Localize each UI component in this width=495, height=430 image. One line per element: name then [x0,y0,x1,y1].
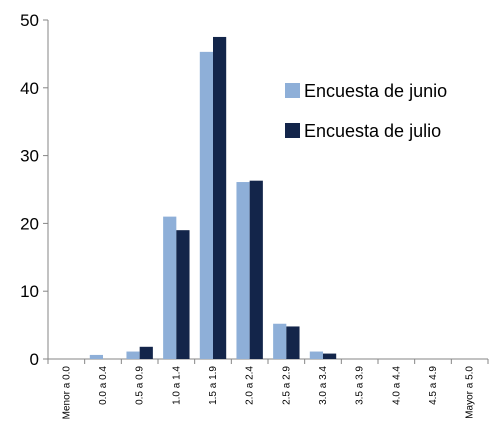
y-tick-label: 40 [20,79,39,98]
bar-june [163,216,177,359]
y-tick-label: 10 [20,282,39,301]
bar-july [213,36,227,359]
bar-july [323,353,337,359]
bar-july [176,230,190,359]
bar-june [199,51,213,360]
x-tick-label: 0.5 a 0.9 [135,366,146,405]
bar-june [236,182,250,359]
y-axis: 0 10 20 30 40 50 [20,11,49,369]
bar-june [89,354,103,359]
y-tick-label: 50 [20,11,39,30]
x-tick-label: Menor a 0.0 [61,366,72,420]
legend: Encuesta de junio Encuesta de julio [285,81,447,141]
x-tick-label: 3.5 a 3.9 [355,366,366,405]
bars [89,36,337,360]
x-tick-label: 1.0 a 1.4 [171,366,182,405]
x-tick-label: 2.0 a 2.4 [245,366,256,405]
x-tick-label: 0.0 a 0.4 [98,366,109,405]
bar-june [273,323,287,359]
x-tick-label: 4.5 a 4.9 [428,366,439,405]
legend-label: Encuesta de julio [304,121,441,141]
y-tick-label: 20 [20,214,39,233]
bar-july [249,180,263,359]
x-axis: Menor a 0.0 0.0 a 0.4 0.5 a 0.9 1.0 a 1.4 1.… [47,358,489,420]
bar-july [286,326,300,359]
x-tick-label: Mayor a 5.0 [465,366,476,419]
y-tick-label: 30 [20,147,39,166]
x-tick-label: 4.0 a 4.4 [391,366,402,405]
x-tick-label: 2.5 a 2.9 [281,366,292,405]
legend-swatch [285,83,300,98]
y-tick-label: 0 [30,350,39,369]
bar-june [126,351,140,359]
legend-label: Encuesta de junio [304,81,447,101]
legend-swatch [285,123,300,138]
bar-july [139,346,153,359]
x-tick-label: 1.5 a 1.9 [208,366,219,405]
bar-june [309,351,323,359]
x-tick-label: 3.0 a 3.4 [318,366,329,405]
